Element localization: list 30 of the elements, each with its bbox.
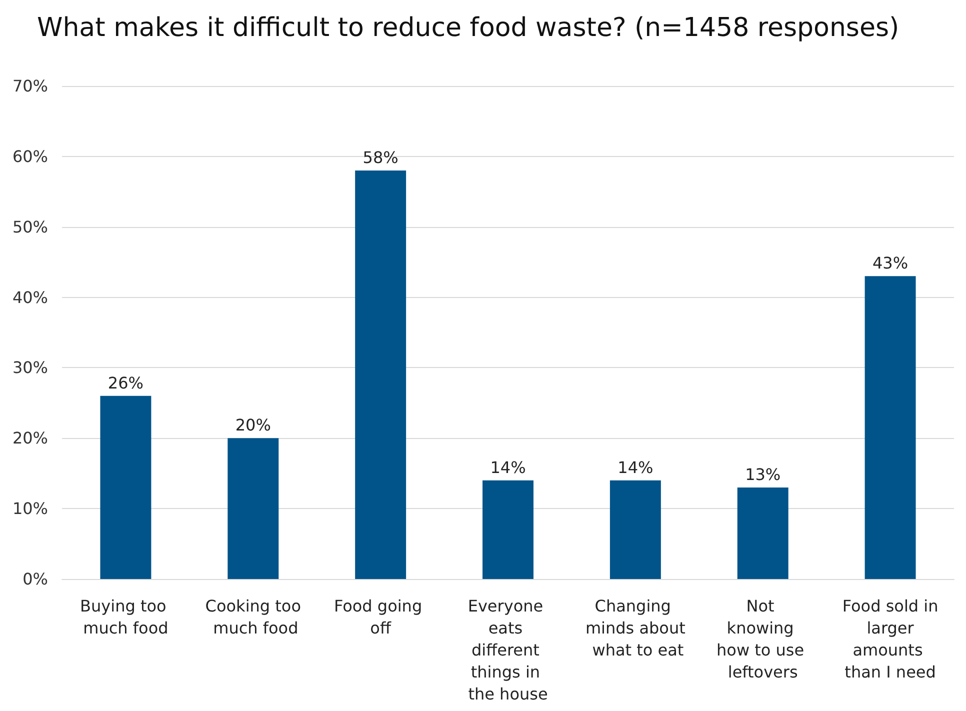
bar [355, 170, 406, 579]
y-tick-label: 60% [12, 146, 48, 166]
x-tick-label: Cooking too much food [205, 596, 301, 638]
x-tick-label: Food sold in larger amounts than I need [842, 596, 938, 682]
x-tick-label: Everyone eats different things in the house [468, 596, 548, 704]
bar [864, 276, 916, 579]
data-label: 14% [490, 458, 526, 477]
bar [610, 480, 661, 579]
data-label: 26% [108, 373, 144, 392]
data-label: 13% [745, 464, 781, 484]
bar [737, 487, 788, 579]
y-tick-label: 40% [12, 288, 48, 307]
bar [482, 480, 534, 579]
y-tick-label: 30% [12, 358, 48, 378]
y-tick-label: 10% [12, 499, 48, 518]
data-label: 58% [362, 148, 398, 168]
y-tick-label: 50% [12, 217, 48, 236]
bar [228, 438, 279, 579]
y-tick-label: 70% [12, 76, 48, 96]
data-label: 20% [235, 416, 271, 435]
y-tick-label: 20% [12, 428, 48, 448]
x-tick-label: Food going off [334, 596, 428, 638]
x-tick-label: Changing minds about what to eat [585, 596, 686, 660]
y-tick-label: 0% [22, 570, 48, 588]
x-tick-label: Not knowing how to use leftovers [716, 596, 810, 682]
x-tick-label: Buying too much food [80, 596, 172, 638]
data-label: 14% [618, 458, 654, 477]
bar [100, 396, 152, 579]
data-label: 43% [872, 254, 908, 273]
chart-title: What makes it difficult to reduce food waste? (n=1458 responses) [37, 13, 900, 43]
